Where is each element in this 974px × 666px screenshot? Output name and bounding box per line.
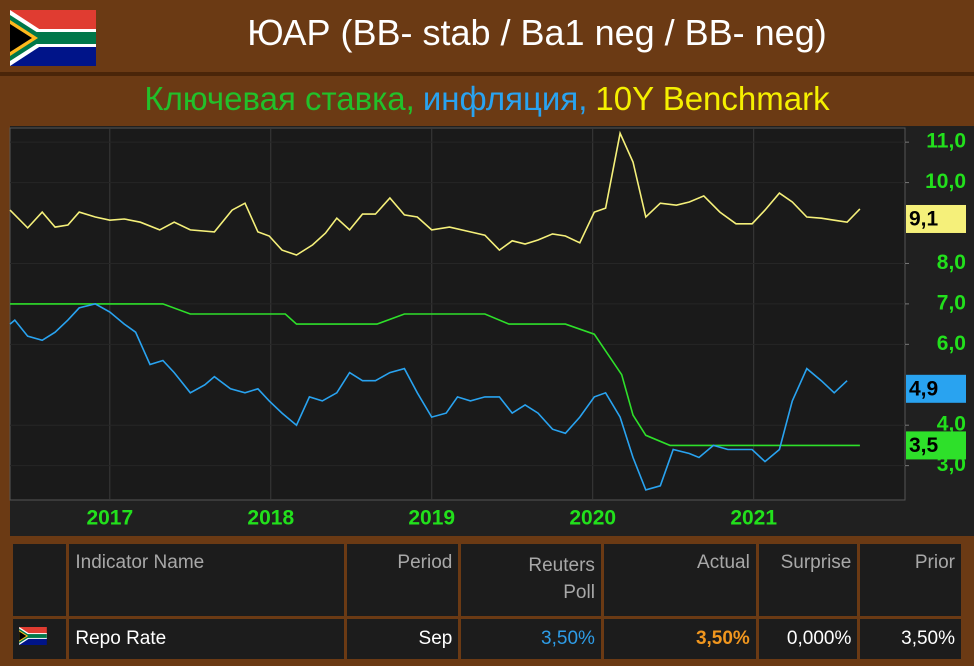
x-tick-label: 2018 <box>247 507 294 530</box>
subtitle-part: 10Y Benchmark <box>595 80 830 117</box>
end-label-box <box>906 431 966 460</box>
subtitle: Ключевая ставка, инфляция, 10Y Benchmark <box>0 80 974 118</box>
x-tick-label: 2021 <box>730 507 777 530</box>
end-label: 3,5 <box>909 434 939 457</box>
end-label-box <box>906 374 966 403</box>
header-cell: Reuters Poll <box>461 544 601 616</box>
end-label-box <box>906 204 966 233</box>
cell: 3,50% <box>860 619 961 659</box>
y-tick-label: 10,0 <box>925 170 966 193</box>
y-tick-label: 7,0 <box>937 291 966 314</box>
subtitle-part: Ключевая ставка, <box>144 80 415 117</box>
cell: 3,50% <box>603 619 756 659</box>
series-line <box>10 303 860 447</box>
y-tick-label: 11,0 <box>926 130 966 153</box>
table-row: Repo Rate Sep 3,50% 3,50% 0,000% 3,50% <box>13 619 961 659</box>
header-cell: Period <box>347 544 459 616</box>
x-tick-label: 2017 <box>86 507 133 530</box>
x-tick-label: 2019 <box>408 507 455 530</box>
series-line <box>9 303 848 491</box>
chart: 2017 2018 2019 2020 20213,04,06,07,08,010,01… <box>9 126 974 536</box>
series-line <box>9 130 861 256</box>
flag-cell <box>13 544 67 616</box>
header-text: Reuters Poll <box>528 555 595 603</box>
cell: Sep <box>347 619 459 659</box>
y-tick-label: 6,0 <box>937 332 966 355</box>
end-label: 9,1 <box>909 208 939 231</box>
header-cell: Prior <box>860 544 961 616</box>
cell: Repo Rate <box>69 619 345 659</box>
y-tick-label: 4,0 <box>937 413 966 436</box>
subtitle-part: инфляция, <box>422 80 588 117</box>
header-cell: Indicator Name <box>69 544 345 616</box>
header-cell: Actual <box>603 544 756 616</box>
header-cell: Surprise <box>758 544 858 616</box>
indicator-table: Indicator Name Period Reuters Poll Actua… <box>10 541 964 662</box>
cell: 3,50% <box>461 619 601 659</box>
separator <box>0 72 974 76</box>
end-label: 4,9 <box>909 377 938 400</box>
title: ЮАР (BB- stab / Ba1 neg / BB- neg) <box>247 12 827 53</box>
flag <box>10 10 96 66</box>
flag-cell <box>13 619 67 659</box>
cell: 0,000% <box>758 619 858 659</box>
y-tick-label: 8,0 <box>937 251 966 274</box>
table-header: Indicator Name Period Reuters Poll Actua… <box>13 544 961 616</box>
flag <box>19 627 47 645</box>
x-tick-label: 2020 <box>569 507 616 530</box>
